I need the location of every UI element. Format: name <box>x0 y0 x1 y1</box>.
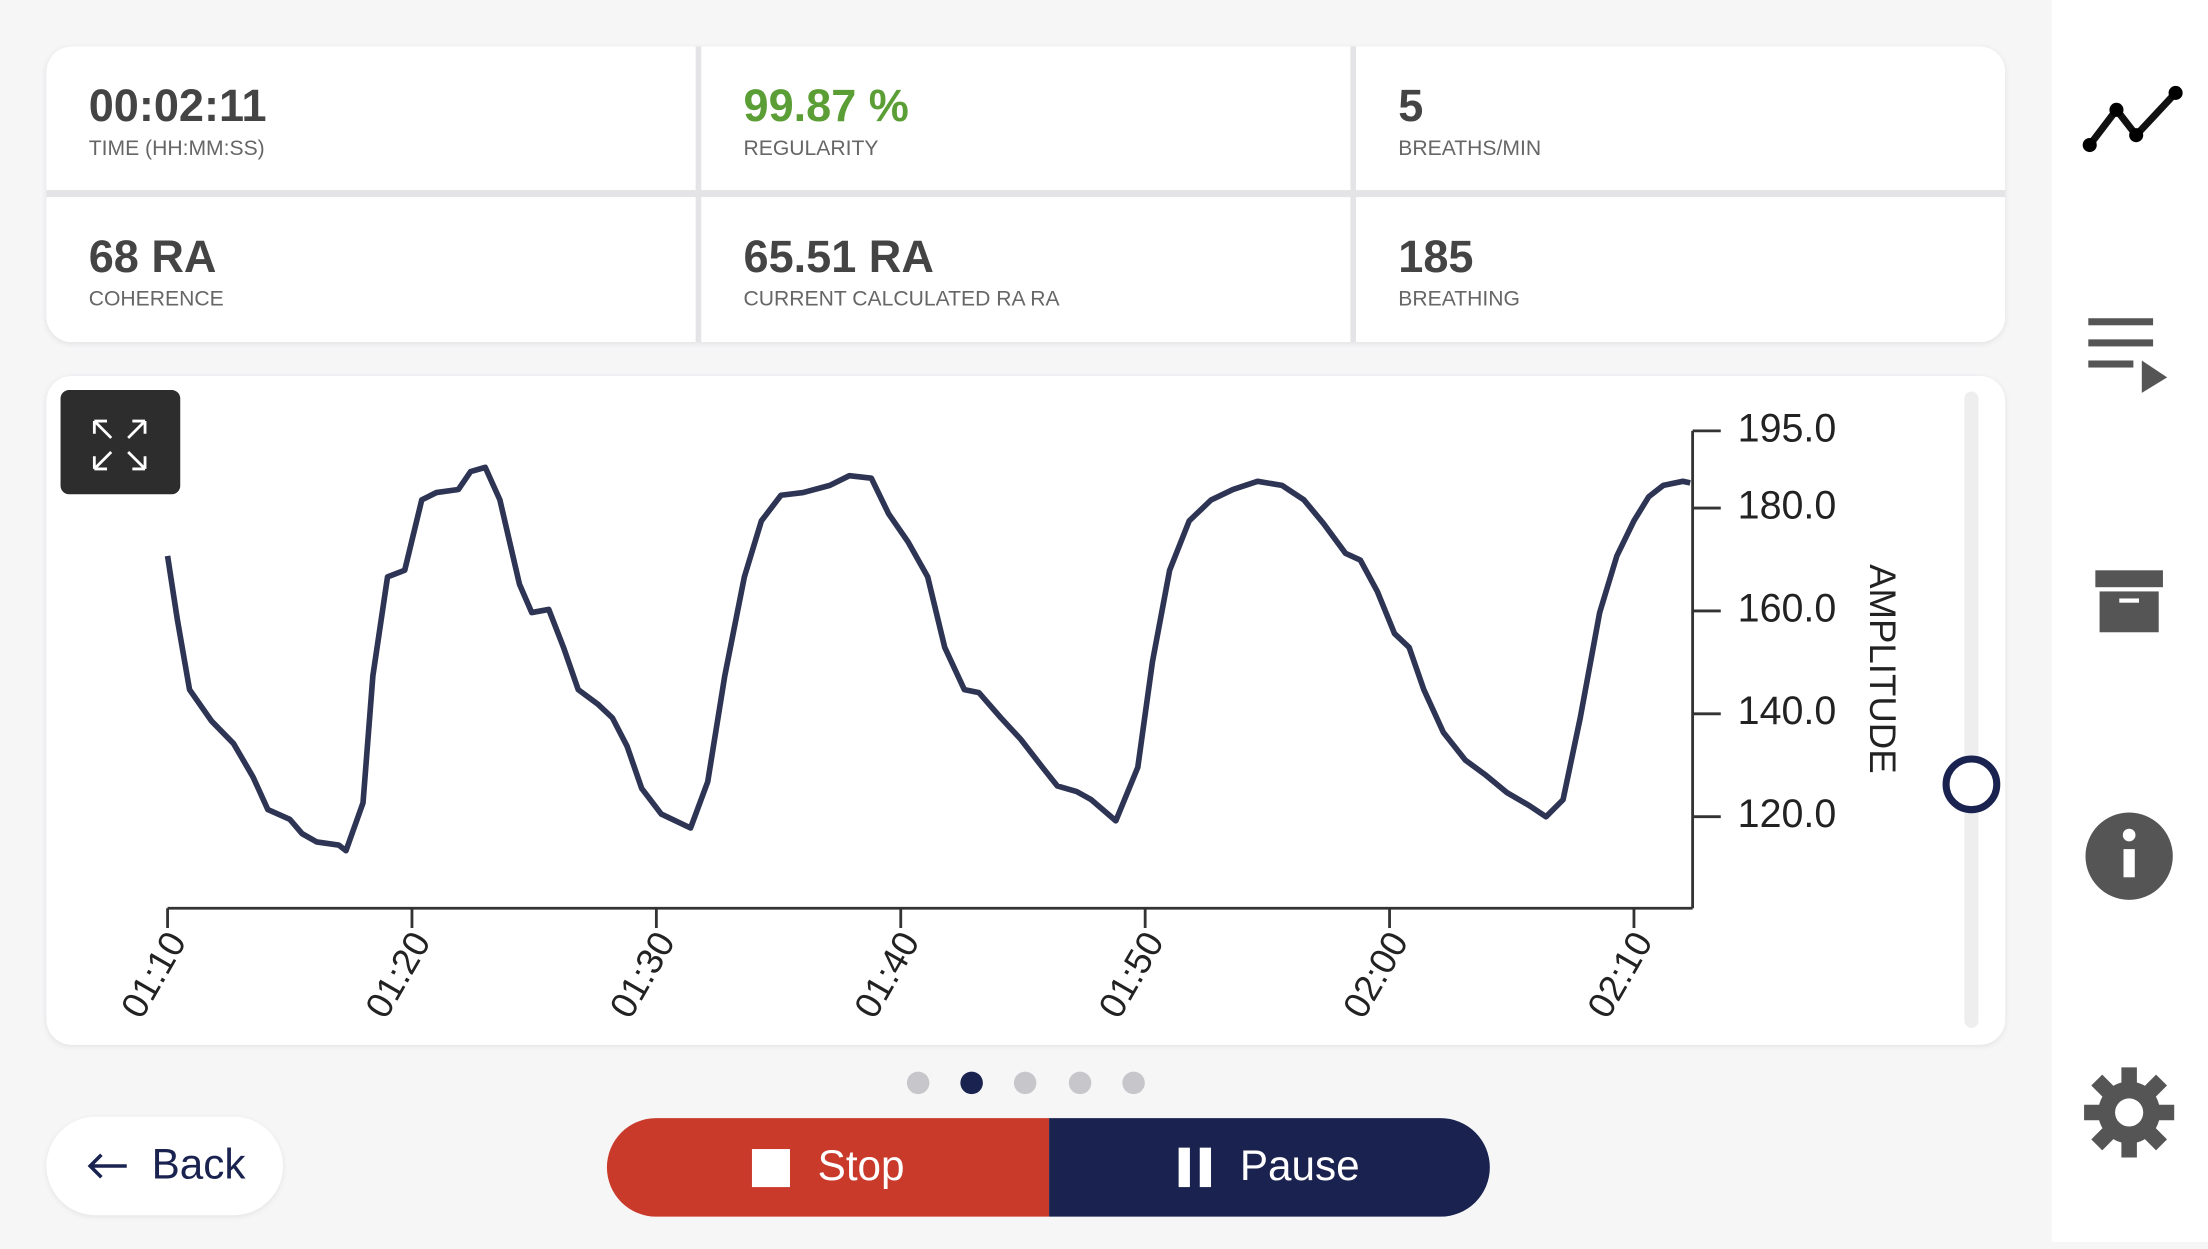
chart-icon[interactable] <box>2082 85 2183 153</box>
page-dot[interactable] <box>1068 1071 1092 1095</box>
back-arrow <box>87 1153 127 1179</box>
sidebar-icons <box>2082 85 2183 1158</box>
x-tick-label: 02:10 <box>1579 925 1660 1025</box>
stat-card: 68 RA COHERENCE <box>46 197 696 343</box>
pause-icon <box>1179 1147 1191 1188</box>
stat-value: 99.87 % <box>743 80 909 131</box>
pause-icon <box>1200 1147 1212 1188</box>
y-tick-label: 140.0 <box>1738 689 1837 733</box>
x-tick-label: 01:20 <box>357 925 438 1025</box>
stop-button[interactable]: Stop <box>606 1118 1050 1217</box>
playlist-icon[interactable] <box>2088 318 2168 393</box>
stat-card: 185 BREATHING <box>1356 197 2006 343</box>
stop-icon <box>751 1148 790 1187</box>
x-tick-label: 01:40 <box>846 925 927 1025</box>
x-tick-label: 01:30 <box>602 925 683 1025</box>
slider-handle[interactable] <box>1942 755 2001 814</box>
stat-label: COHERENCE <box>88 287 224 312</box>
settings-icon[interactable] <box>2084 1067 2175 1158</box>
x-tick-label: 01:50 <box>1090 925 1171 1025</box>
data-line <box>164 464 1691 854</box>
expand-button[interactable] <box>60 390 181 495</box>
stats-panel: 00:02:11 TIME (HH:MM:SS) 99.87 % REGULARIT… <box>46 46 2006 343</box>
stat-value: 00:02:11 <box>88 80 267 131</box>
archive-icon[interactable] <box>2095 570 2163 633</box>
page-dot[interactable] <box>1013 1071 1037 1095</box>
stat-card: 5 BREATHS/MIN <box>1356 46 2006 191</box>
stat-value: 65.51 RA <box>743 230 934 282</box>
expand-icon <box>92 419 147 471</box>
x-tick-label: 02:00 <box>1335 925 1416 1025</box>
info-icon[interactable] <box>2085 812 2173 900</box>
y-tick-label: 160.0 <box>1738 586 1837 630</box>
stat-value: 5 <box>1398 80 1424 131</box>
back-button[interactable]: Back <box>46 1116 284 1216</box>
stat-label: BREATHS/MIN <box>1398 136 1542 161</box>
pause-button[interactable]: Pause <box>1049 1118 1490 1217</box>
page-dot[interactable] <box>960 1071 983 1095</box>
stat-value: 185 <box>1398 230 1474 282</box>
stat-card: 99.87 % REGULARITY <box>701 46 1351 191</box>
stat-label: REGULARITY <box>743 136 879 161</box>
y-tick-label: 120.0 <box>1738 792 1837 836</box>
y-axis-label: AMPLITUDE <box>1862 564 1903 774</box>
stat-label: TIME (HH:MM:SS) <box>88 136 265 161</box>
x-tick-label: 01:10 <box>113 925 194 1025</box>
stat-value: 68 RA <box>88 230 217 282</box>
stat-card: 00:02:11 TIME (HH:MM:SS) <box>46 46 696 191</box>
pause-label: Pause <box>1239 1143 1360 1190</box>
stat-label: BREATHING <box>1398 287 1520 312</box>
stop-label: Stop <box>817 1143 905 1190</box>
stat-label: CURRENT CALCULATED RA RA <box>743 287 1060 312</box>
page-dot[interactable] <box>1122 1071 1145 1095</box>
sidebar <box>2051 0 2208 1242</box>
y-tick-label: 180.0 <box>1738 483 1837 527</box>
back-label: Back <box>151 1142 246 1189</box>
page-dot[interactable] <box>906 1071 930 1095</box>
page-dots <box>906 1071 1145 1095</box>
y-tick-label: 195.0 <box>1738 406 1837 450</box>
stat-card: 65.51 RA CURRENT CALCULATED RA RA <box>701 197 1351 343</box>
